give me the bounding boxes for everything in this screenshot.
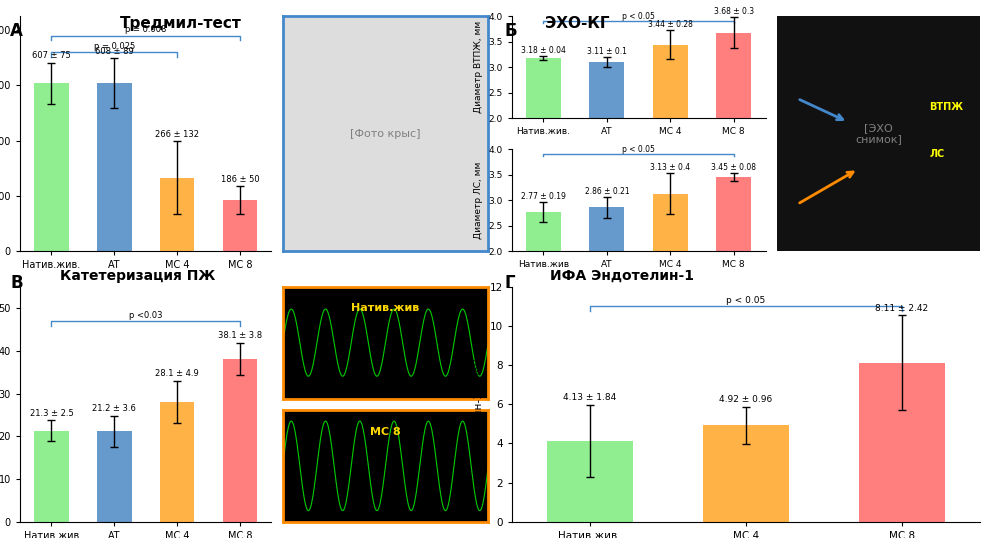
Text: 2.86 ± 0.21: 2.86 ± 0.21 [585, 187, 629, 196]
Bar [859, 363, 945, 522]
Text: МС 8: МС 8 [370, 427, 401, 437]
Y-axis label: Эндотелин-1, fmol/ml: Эндотелин-1, fmol/ml [474, 345, 484, 463]
Text: 28.1 ± 4.9: 28.1 ± 4.9 [155, 370, 199, 378]
Text: 3.45 ± 0.08: 3.45 ± 0.08 [711, 163, 756, 172]
Text: 3.18 ± 0.04: 3.18 ± 0.04 [521, 46, 566, 55]
Text: Катетеризация ПЖ: Катетеризация ПЖ [60, 269, 215, 283]
Text: 186 ± 50: 186 ± 50 [221, 175, 259, 183]
Text: p = 0.025: p = 0.025 [94, 42, 135, 51]
Bar [653, 194, 688, 353]
Text: 3.11 ± 0.1: 3.11 ± 0.1 [587, 46, 627, 55]
Text: 3.68 ± 0.3: 3.68 ± 0.3 [714, 7, 754, 16]
Y-axis label: Диаметр ВТПЖ, мм: Диаметр ВТПЖ, мм [474, 21, 483, 114]
Bar [653, 45, 688, 221]
Text: 21.2 ± 3.6: 21.2 ± 3.6 [92, 405, 136, 413]
Text: А: А [10, 22, 23, 39]
Text: 266 ± 132: 266 ± 132 [155, 130, 199, 139]
Text: p < 0.05: p < 0.05 [622, 12, 655, 21]
Text: 4.92 ± 0.96: 4.92 ± 0.96 [719, 395, 772, 404]
Text: p <0.03: p <0.03 [129, 310, 162, 320]
Bar [547, 441, 633, 522]
Text: ЛС: ЛС [929, 149, 944, 159]
Text: Тредмил-тест: Тредмил-тест [120, 16, 242, 31]
Text: 3.13 ± 0.4: 3.13 ± 0.4 [650, 163, 690, 172]
Text: Б: Б [505, 22, 518, 39]
Text: p < 0.05: p < 0.05 [726, 296, 765, 305]
Bar [716, 32, 751, 221]
Text: p = 0.008: p = 0.008 [125, 25, 166, 34]
Text: 8.11 ± 2.42: 8.11 ± 2.42 [875, 304, 929, 313]
Text: 21.3 ± 2.5: 21.3 ± 2.5 [30, 409, 73, 417]
Bar [526, 212, 561, 353]
Text: p < 0.05: p < 0.05 [622, 145, 655, 154]
Bar [223, 359, 257, 522]
Text: [Фото крыс]: [Фото крыс] [350, 129, 421, 139]
Text: 38.1 ± 3.8: 38.1 ± 3.8 [218, 331, 262, 341]
Bar [526, 58, 561, 221]
Bar [97, 83, 132, 251]
Bar [223, 200, 257, 251]
Y-axis label: Диаметр ЛС, мм: Диаметр ЛС, мм [474, 161, 483, 239]
Text: 607 ± 75: 607 ± 75 [32, 51, 71, 60]
Bar [34, 83, 69, 251]
Bar [97, 431, 132, 522]
Text: ЭХО-КГ: ЭХО-КГ [545, 16, 610, 31]
Text: ИФА Эндотелин-1: ИФА Эндотелин-1 [550, 269, 694, 283]
Bar [160, 178, 194, 251]
Bar [160, 402, 194, 522]
Text: 4.13 ± 1.84: 4.13 ± 1.84 [563, 393, 616, 402]
Bar [703, 426, 789, 522]
Bar [34, 431, 69, 522]
Text: 3.44 ± 0.28: 3.44 ± 0.28 [648, 20, 693, 30]
Text: ВТПЖ: ВТПЖ [929, 102, 963, 112]
Bar [589, 62, 624, 221]
Text: 2.77 ± 0.19: 2.77 ± 0.19 [521, 192, 566, 201]
Text: 608 ± 89: 608 ± 89 [95, 47, 134, 56]
Text: [ЭХО
снимок]: [ЭХО снимок] [855, 123, 902, 145]
Bar [716, 177, 751, 353]
Text: В: В [10, 274, 23, 292]
Text: Г: Г [505, 274, 516, 292]
Text: Натив.жив: Натив.жив [351, 303, 420, 314]
Bar [589, 207, 624, 353]
